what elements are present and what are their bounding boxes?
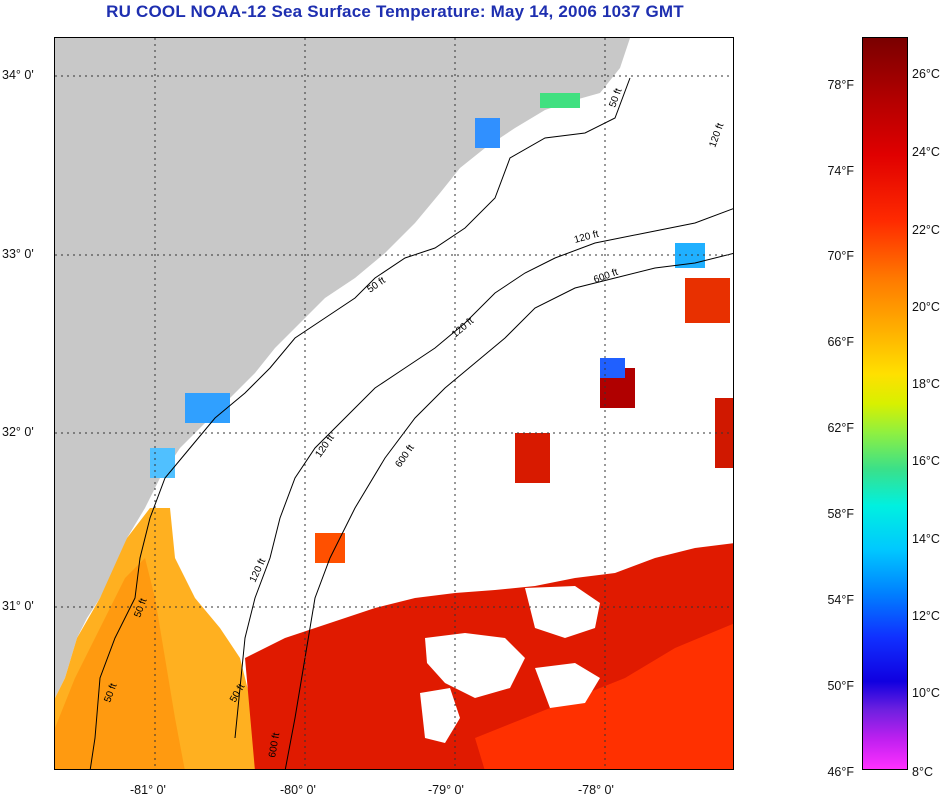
- colorbar-f-label: 74°F: [827, 164, 854, 178]
- contour-50ft: [89, 77, 631, 769]
- lat-label-31: 31° 0': [2, 599, 34, 613]
- contour-label: 600 ft: [592, 267, 619, 286]
- colorbar-f-label: 70°F: [827, 249, 854, 263]
- cool-patch: [475, 118, 500, 148]
- colorbar-c-label: 8°C: [912, 765, 933, 779]
- colorbar-c-label: 24°C: [912, 145, 940, 159]
- contour-label: 600 ft: [267, 732, 282, 759]
- colorbar-f-label: 58°F: [827, 507, 854, 521]
- cool-patch: [600, 358, 625, 378]
- colorbar-c-label: 26°C: [912, 67, 940, 81]
- sst-map-svg: 50 ft 120 ft 120 ft 600 ft 50 ft 120 ft …: [55, 38, 733, 769]
- contour-label: 600 ft: [393, 443, 416, 470]
- colorbar-f-label: 62°F: [827, 421, 854, 435]
- cloud-patch-1: [425, 633, 525, 698]
- graticule: [55, 38, 733, 769]
- cool-patch: [150, 448, 175, 478]
- contour-label: 120 ft: [573, 229, 600, 246]
- contour-label: 120 ft: [450, 316, 476, 341]
- cloud-patch-3: [420, 688, 460, 743]
- colorbar-c-label: 22°C: [912, 223, 940, 237]
- lat-label-33: 33° 0': [2, 247, 34, 261]
- lon-label-80: -80° 0': [280, 783, 316, 797]
- lon-label-78: -78° 0': [578, 783, 614, 797]
- contour-label: 50 ft: [365, 275, 387, 295]
- cool-patch: [540, 93, 580, 108]
- contour-600ft: [284, 252, 733, 769]
- colorbar-c-label: 16°C: [912, 454, 940, 468]
- warm-patch: [685, 278, 730, 323]
- gulf-stream: [475, 623, 733, 769]
- colorbar-c-label: 14°C: [912, 532, 940, 546]
- cool-patch: [185, 393, 230, 423]
- colorbar-c-label: 20°C: [912, 300, 940, 314]
- warm-patch: [515, 433, 550, 483]
- lon-label-79: -79° 0': [428, 783, 464, 797]
- contour-120ft: [234, 208, 733, 739]
- lat-label-34: 34° 0': [2, 68, 34, 82]
- land-mass: [55, 38, 630, 698]
- lon-label-81: -81° 0': [130, 783, 166, 797]
- temperature-colorbar: [862, 37, 908, 770]
- colorbar-f-label: 66°F: [827, 335, 854, 349]
- sst-map[interactable]: 50 ft 120 ft 120 ft 600 ft 50 ft 120 ft …: [54, 37, 734, 770]
- cloud-patch-2: [525, 586, 600, 638]
- colorbar-f-label: 50°F: [827, 679, 854, 693]
- colorbar-f-label: 46°F: [827, 765, 854, 779]
- colorbar-f-label: 78°F: [827, 78, 854, 92]
- contour-label: 120 ft: [707, 122, 726, 149]
- colorbar-c-label: 12°C: [912, 609, 940, 623]
- colorbar-f-label: 54°F: [827, 593, 854, 607]
- map-title: RU COOL NOAA-12 Sea Surface Temperature:…: [106, 2, 684, 21]
- cloud-patch-4: [535, 663, 600, 708]
- warm-patch: [715, 398, 733, 468]
- contour-label: 50 ft: [607, 87, 624, 109]
- colorbar-c-label: 10°C: [912, 686, 940, 700]
- colorbar-c-label: 18°C: [912, 377, 940, 391]
- lat-label-32: 32° 0': [2, 425, 34, 439]
- shelf-water-inner: [55, 558, 185, 769]
